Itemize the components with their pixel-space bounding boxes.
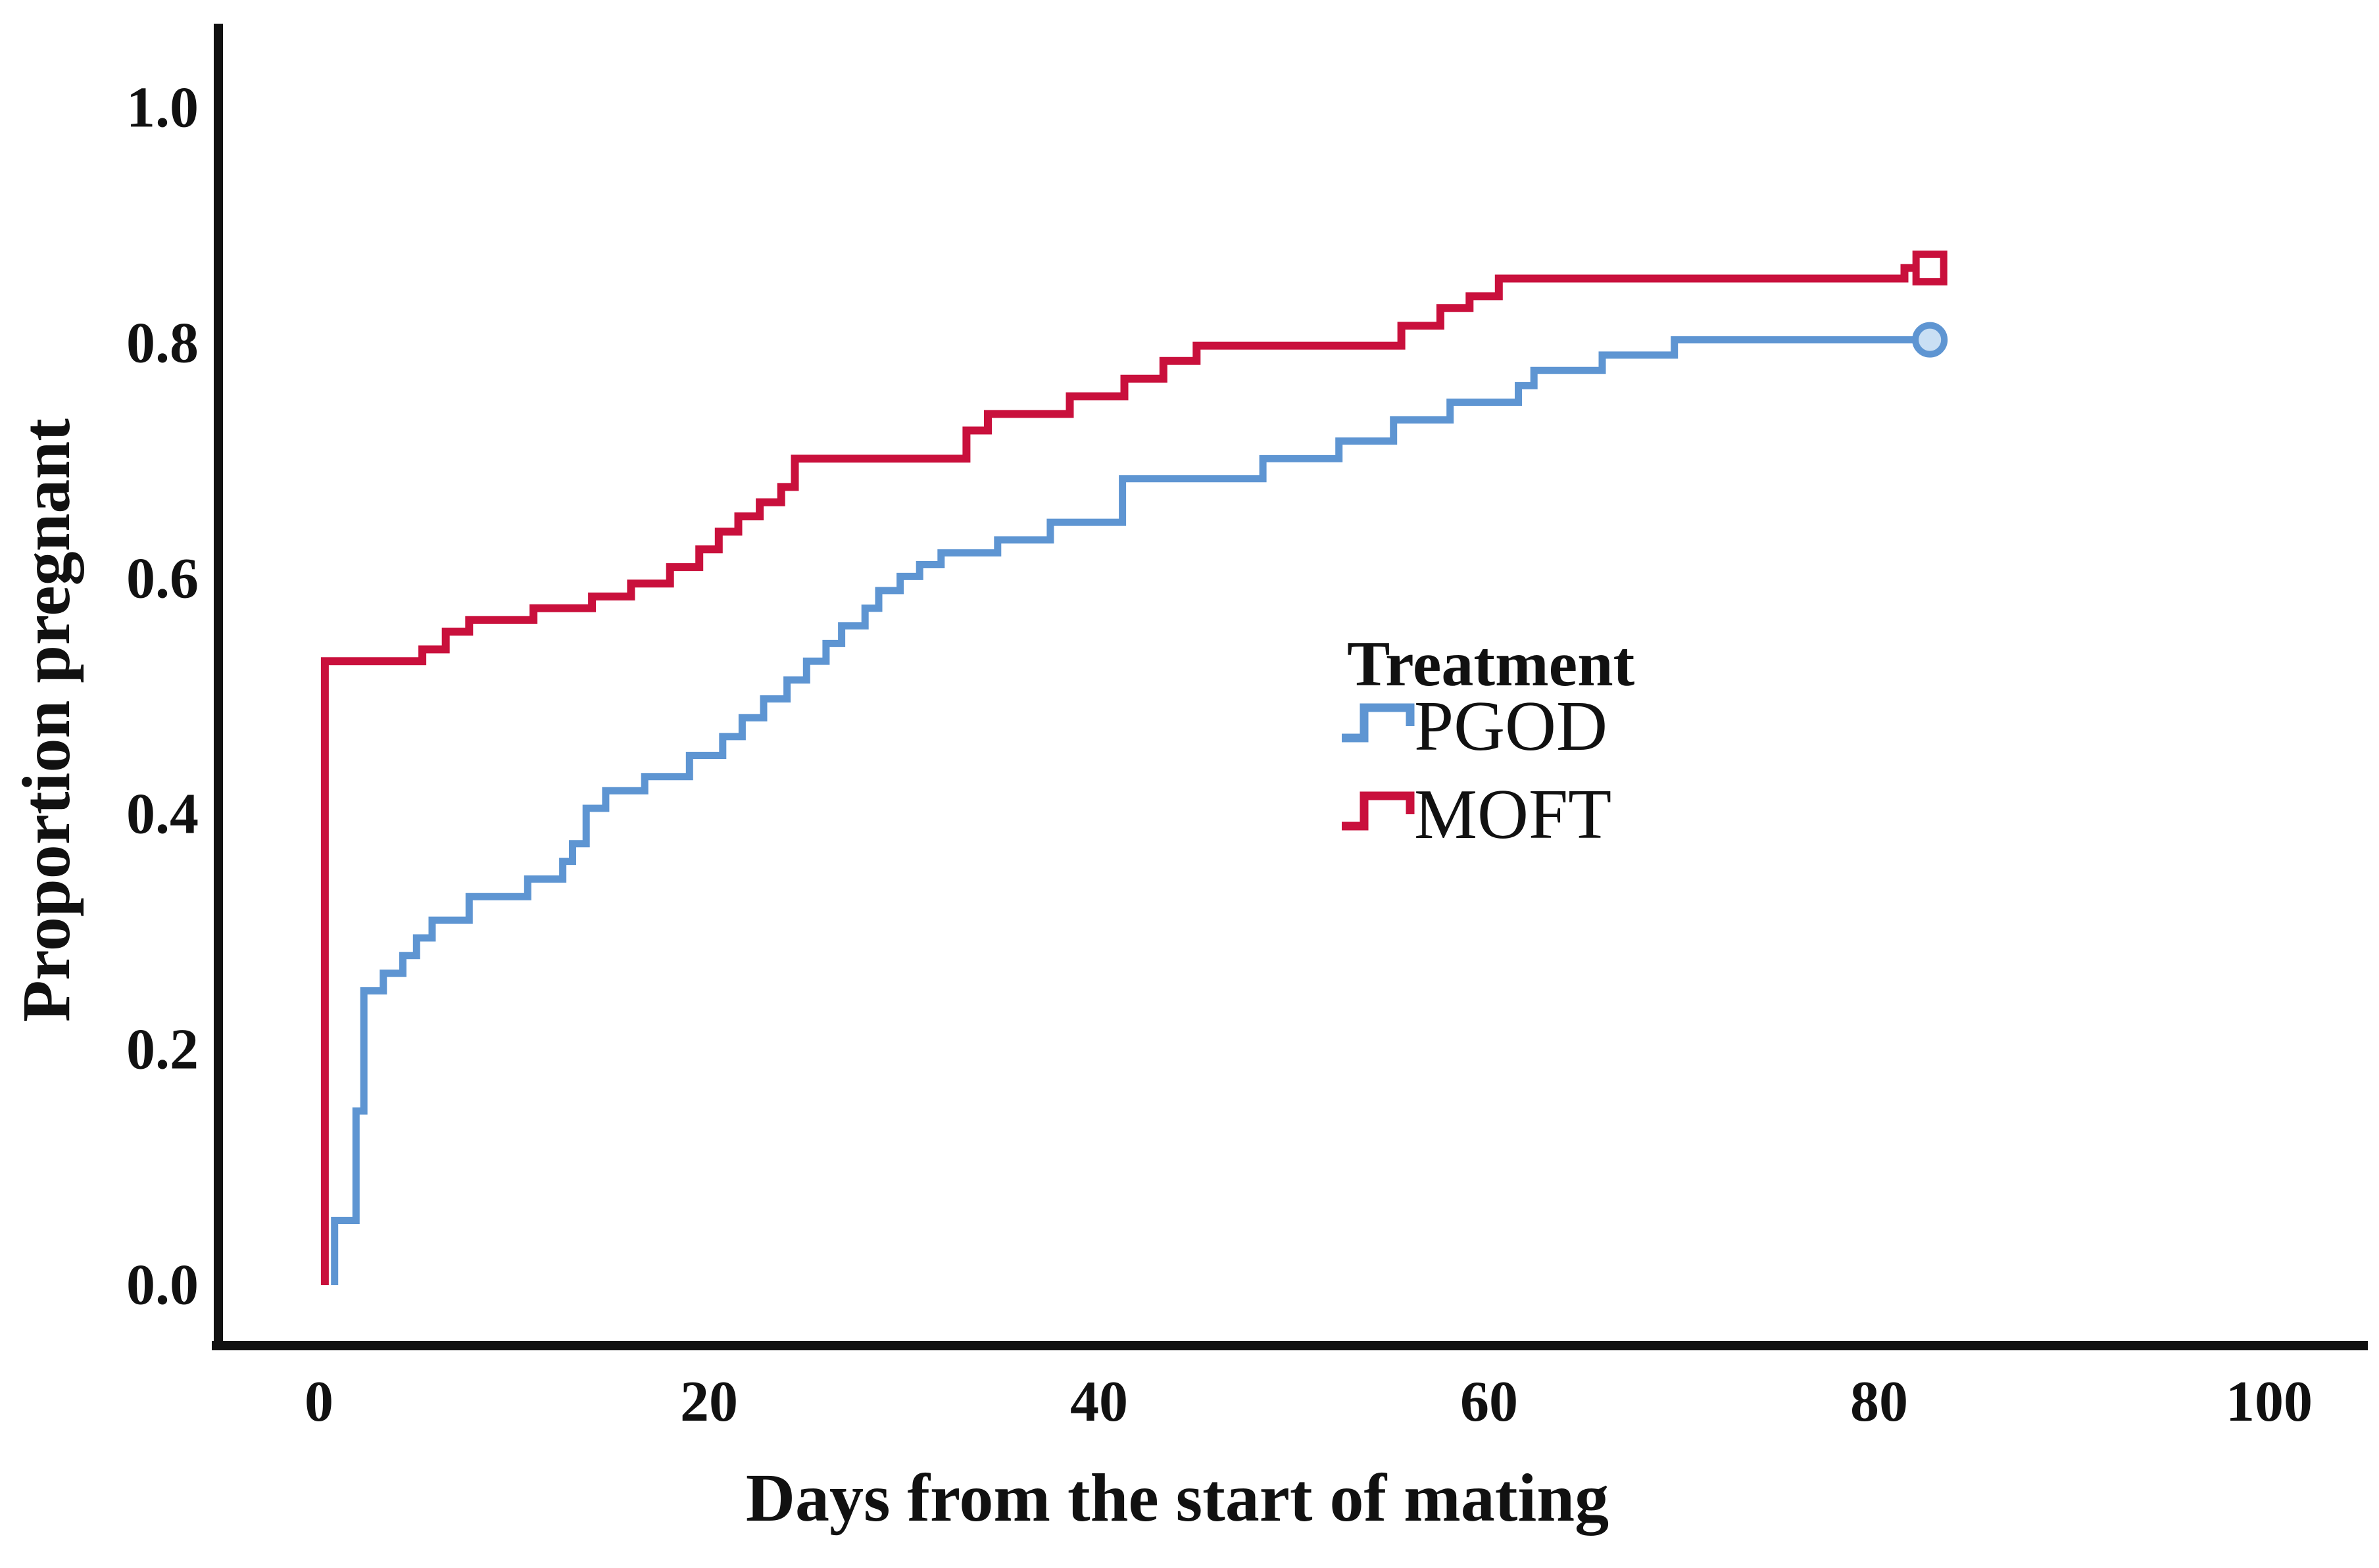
legend-title: Treatment <box>1347 629 1635 700</box>
y-tick-0.0: 0.0 <box>126 1254 199 1317</box>
x-tick-80: 80 <box>1850 1370 1908 1434</box>
legend-label-moft: MOFT <box>1414 775 1611 854</box>
pgod-curve <box>331 336 1926 1285</box>
x-tick-100: 100 <box>2226 1370 2313 1434</box>
moft-step-icon <box>1342 791 1415 831</box>
legend-item-pgod: PGOD <box>1342 687 1607 766</box>
y-tick-0.2: 0.2 <box>126 1018 199 1082</box>
legend-item-moft: MOFT <box>1342 775 1611 854</box>
x-tick-0: 0 <box>305 1370 333 1434</box>
legend: Treatment PGOD MOFT <box>1342 629 1635 854</box>
y-tick-0.6: 0.6 <box>126 547 199 611</box>
x-tick-40: 40 <box>1070 1370 1128 1434</box>
pgod-step-icon <box>1342 703 1415 743</box>
moft-curve <box>320 264 1926 1285</box>
y-tick-0.4: 0.4 <box>126 783 199 846</box>
x-tick-20: 20 <box>680 1370 738 1434</box>
moft-end-marker <box>1912 250 1948 285</box>
x-tick-60: 60 <box>1460 1370 1518 1434</box>
y-axis-title: Proportion pregnant <box>9 418 84 1022</box>
pgod-end-marker <box>1912 322 1948 358</box>
y-tick-1.0: 1.0 <box>126 76 199 140</box>
x-axis-title: Days from the start of mating <box>746 1460 1609 1536</box>
legend-label-pgod: PGOD <box>1414 687 1607 766</box>
y-tick-0.8: 0.8 <box>126 312 199 376</box>
